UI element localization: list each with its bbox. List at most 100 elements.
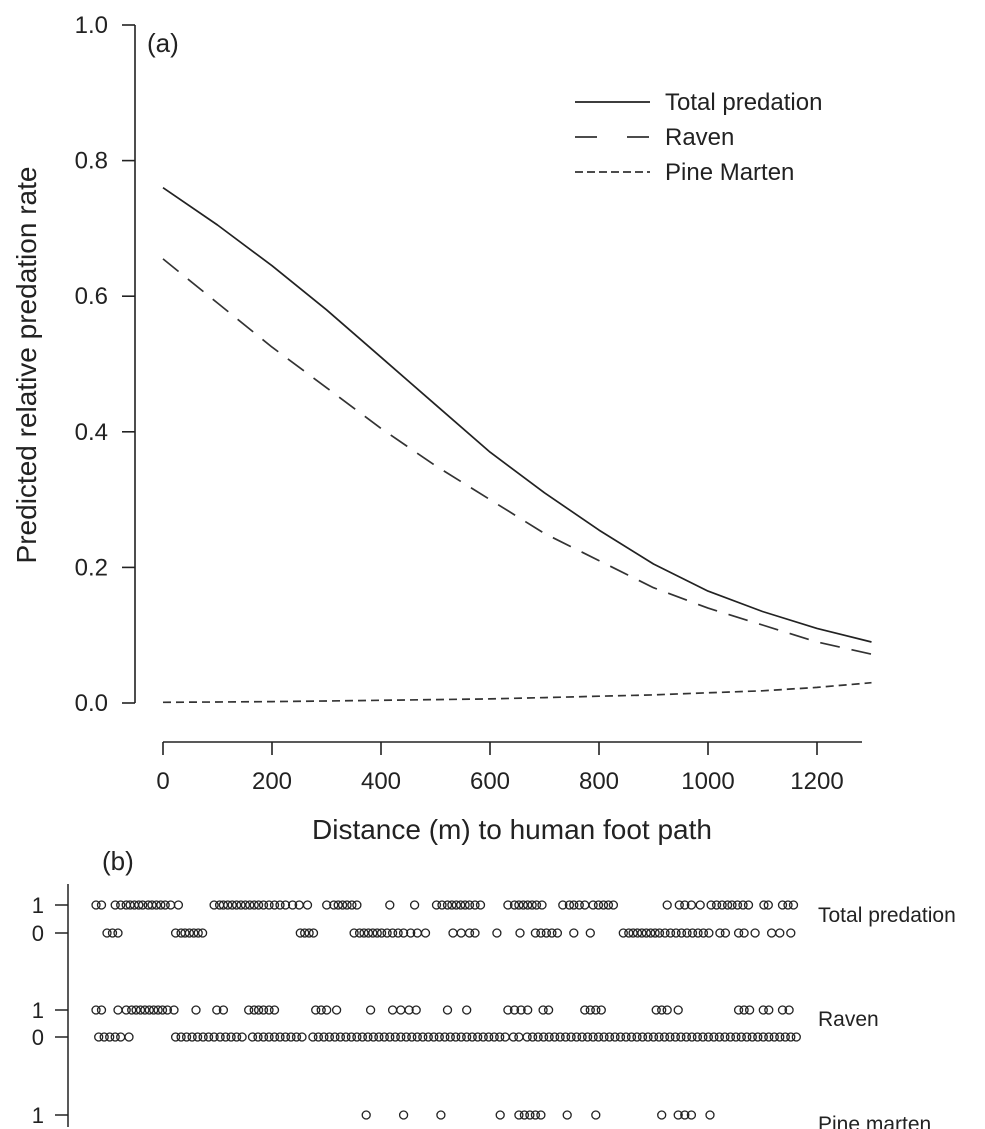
series-lines (162, 186, 872, 704)
observation-point (536, 1110, 546, 1120)
observation-point (621, 1032, 631, 1042)
observation-point (102, 928, 112, 938)
observation-point (784, 1005, 794, 1015)
observation-point (341, 1032, 351, 1042)
observation-point (775, 928, 785, 938)
strip-tick-label: 1 (32, 998, 44, 1023)
observation-point (372, 928, 382, 938)
observation-point (368, 1032, 379, 1042)
strip-row-total-predation: 1 0 Total predation (32, 893, 956, 946)
observation-point (467, 1032, 477, 1042)
observation-point (308, 928, 319, 938)
observation-point (514, 1110, 524, 1120)
observation-point (571, 1032, 582, 1042)
observation-point (192, 1032, 203, 1042)
observation-point (519, 1110, 530, 1120)
observation-point (566, 1032, 576, 1042)
observation-point (191, 1005, 201, 1015)
observation-point (515, 928, 525, 938)
observation-point (687, 1032, 697, 1042)
x-tick-label: 1000 (681, 768, 734, 795)
observation-point (280, 900, 291, 910)
observation-point (218, 1005, 229, 1015)
observation-point (585, 1005, 595, 1015)
observation-point (91, 900, 101, 910)
observation-point (687, 928, 698, 938)
observation-point (291, 1032, 302, 1042)
observation-point (197, 928, 208, 938)
observation-point (212, 1005, 222, 1015)
observation-point (269, 900, 280, 910)
strip-tick-label: 1 (32, 893, 44, 918)
observation-point (582, 1032, 593, 1042)
observation-point (671, 928, 681, 938)
y-tick-label: 0.2 (75, 554, 108, 581)
observation-point (335, 1032, 346, 1042)
observation-point (330, 1032, 340, 1042)
observation-point (523, 900, 533, 910)
strip-tick-label: 0 (32, 921, 44, 946)
observation-point (398, 1110, 409, 1120)
observation-point (750, 928, 760, 938)
observation-point (632, 928, 643, 938)
observation-point (591, 1110, 601, 1120)
observation-point (218, 900, 229, 910)
observation-point (349, 928, 359, 938)
observation-point (527, 1032, 538, 1042)
observation-point (333, 900, 343, 910)
y-tick-label: 0.8 (75, 148, 108, 175)
observation-point (537, 900, 547, 910)
observation-point (264, 1005, 274, 1015)
observation-point (657, 1110, 667, 1120)
observation-point (588, 1032, 598, 1042)
observation-point (393, 928, 403, 938)
legend-label: Total predation (665, 89, 822, 116)
observation-point (316, 1005, 326, 1015)
observation-point (359, 928, 369, 938)
observation-point (308, 1032, 318, 1042)
observation-point (357, 1032, 368, 1042)
observation-point (396, 1032, 406, 1042)
observation-point (302, 900, 313, 910)
observation-point (448, 928, 458, 938)
observation-point (514, 900, 524, 910)
observation-point (352, 900, 362, 910)
observation-point (253, 1005, 264, 1015)
observation-point (96, 900, 107, 910)
y-axis-title: Predicted relative predation rate (11, 167, 42, 564)
panel-a-label: (a) (147, 28, 179, 58)
observation-point (686, 900, 697, 910)
observation-point (648, 1032, 659, 1042)
observation-point (753, 1032, 763, 1042)
observation-point (641, 928, 651, 938)
x-tick-label: 200 (252, 768, 292, 795)
observation-point (442, 900, 453, 910)
observation-point (783, 900, 793, 910)
observation-point (585, 928, 595, 938)
observation-point (624, 928, 634, 938)
observation-point (654, 1032, 664, 1042)
observation-point (673, 1005, 683, 1015)
observation-point (758, 1005, 768, 1015)
observation-point (445, 1032, 455, 1042)
observation-point (184, 928, 195, 938)
observation-point (107, 928, 118, 938)
x-ticks: 0 200 400 600 800 1000 1200 (156, 742, 844, 795)
observation-point (313, 1032, 324, 1042)
observation-point (484, 1032, 494, 1042)
observation-point (759, 900, 769, 910)
observation-point (116, 900, 126, 910)
observation-point (447, 900, 457, 910)
observation-point (743, 900, 754, 910)
observation-point (698, 1032, 708, 1042)
observation-point (387, 1005, 398, 1015)
observation-point (451, 1032, 461, 1042)
observation-point (396, 1005, 406, 1015)
observation-point (437, 900, 447, 910)
y-tick-label: 0.0 (75, 690, 108, 717)
observation-point (105, 1032, 115, 1042)
observation-point (780, 1032, 790, 1042)
